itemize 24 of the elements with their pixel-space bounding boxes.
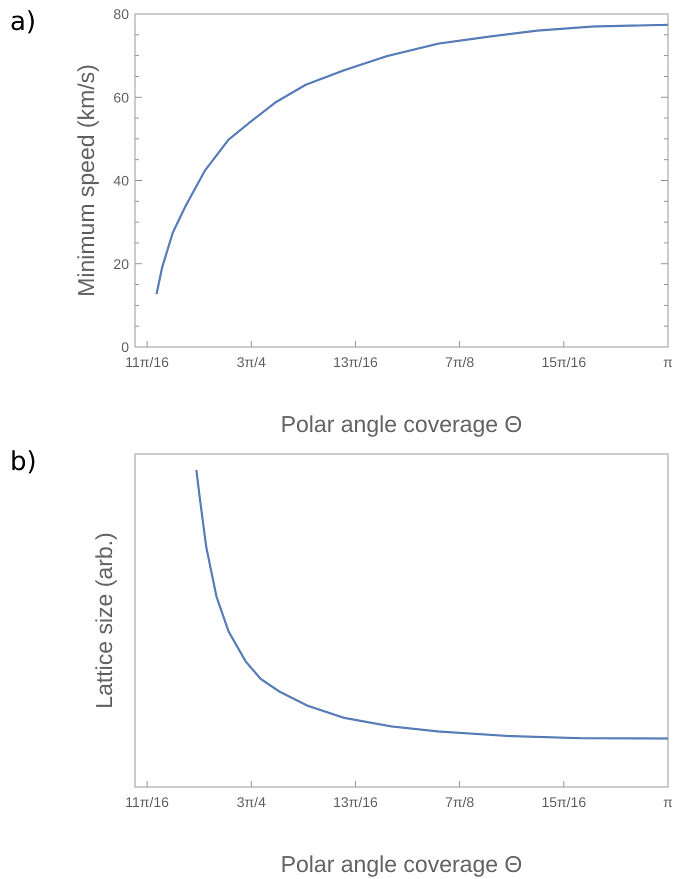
x-tick-label: 11π/16: [125, 794, 170, 810]
x-tick-label: 3π/4: [236, 794, 266, 810]
y-tick-label: 20: [113, 256, 130, 272]
x-axis-title: Polar angle coverage Θ: [280, 411, 522, 437]
x-tick-label: 13π/16: [333, 354, 378, 370]
x-tick-label: 7π/8: [445, 794, 474, 810]
x-tick-label: π: [663, 794, 674, 810]
y-axis-title: Minimum speed (km/s): [73, 64, 99, 297]
x-tick-label: π: [663, 354, 674, 370]
x-tick-label: 7π/8: [445, 354, 474, 370]
x-tick-label: 15π/16: [541, 354, 586, 370]
line-series: [155, 24, 670, 296]
text: a): [10, 7, 36, 37]
x-axis-title: Polar angle coverage Θ: [280, 851, 522, 877]
x-tick-label: 11π/16: [125, 354, 170, 370]
y-tick-label: 60: [113, 89, 130, 106]
y-axis-title: Lattice size (arb.): [91, 532, 117, 709]
x-tick-label: 13π/16: [333, 794, 378, 810]
x-tick-label: 3π/4: [236, 354, 266, 370]
y-tick-label: 80: [113, 6, 130, 22]
y-tick-label: 40: [113, 172, 130, 188]
x-tick-label: 15π/16: [541, 794, 586, 810]
y-tick-label: 0: [121, 339, 130, 355]
text: b): [10, 447, 37, 477]
